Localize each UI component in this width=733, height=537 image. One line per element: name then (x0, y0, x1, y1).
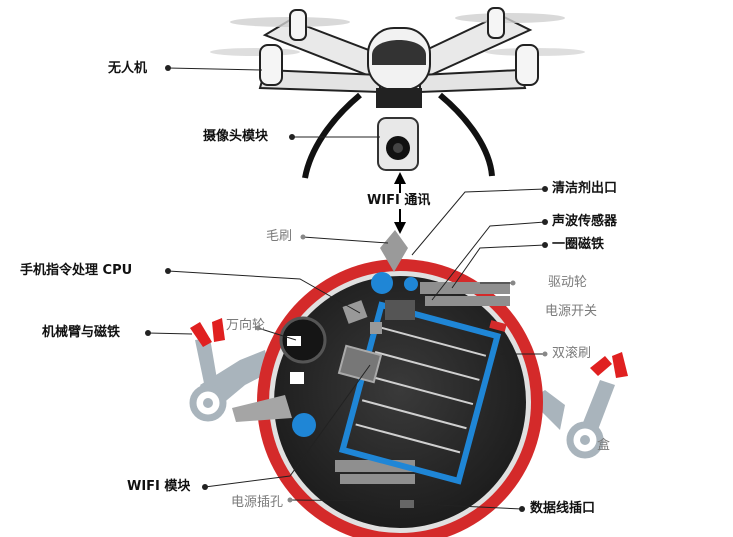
drone-illustration (210, 7, 585, 179)
label-double-roller: 双滚刷 (552, 346, 592, 361)
label-phone-cpu: 手机指令处理 CPU (20, 263, 133, 278)
label-universal-wheel: 万向轮 (226, 318, 266, 333)
leader-dots (145, 65, 548, 512)
leader-lines (147, 67, 546, 510)
label-drive-wheel: 驱动轮 (548, 275, 588, 290)
label-box: 盒 (597, 438, 611, 453)
label-data-port: 数据线插口 (530, 501, 596, 516)
label-cleaner-outlet: 清洁剂出口 (552, 181, 618, 196)
label-brush: 毛刷 (266, 229, 293, 244)
label-sound-sensor: 声波传感器 (552, 214, 618, 229)
label-wifi-comm: WIFI 通讯 (365, 193, 433, 209)
cleaning-robot (189, 230, 628, 537)
label-camera-module: 摄像头模块 (203, 129, 269, 144)
label-power-switch: 电源开关 (545, 304, 598, 319)
label-wifi-module: WIFI 模块 (127, 479, 191, 494)
label-drone: 无人机 (108, 61, 148, 76)
label-power-jack: 电源插孔 (231, 495, 284, 510)
label-arm-magnet: 机械臂与磁铁 (42, 325, 121, 340)
label-magnet-ring: 一圈磁铁 (552, 237, 605, 252)
